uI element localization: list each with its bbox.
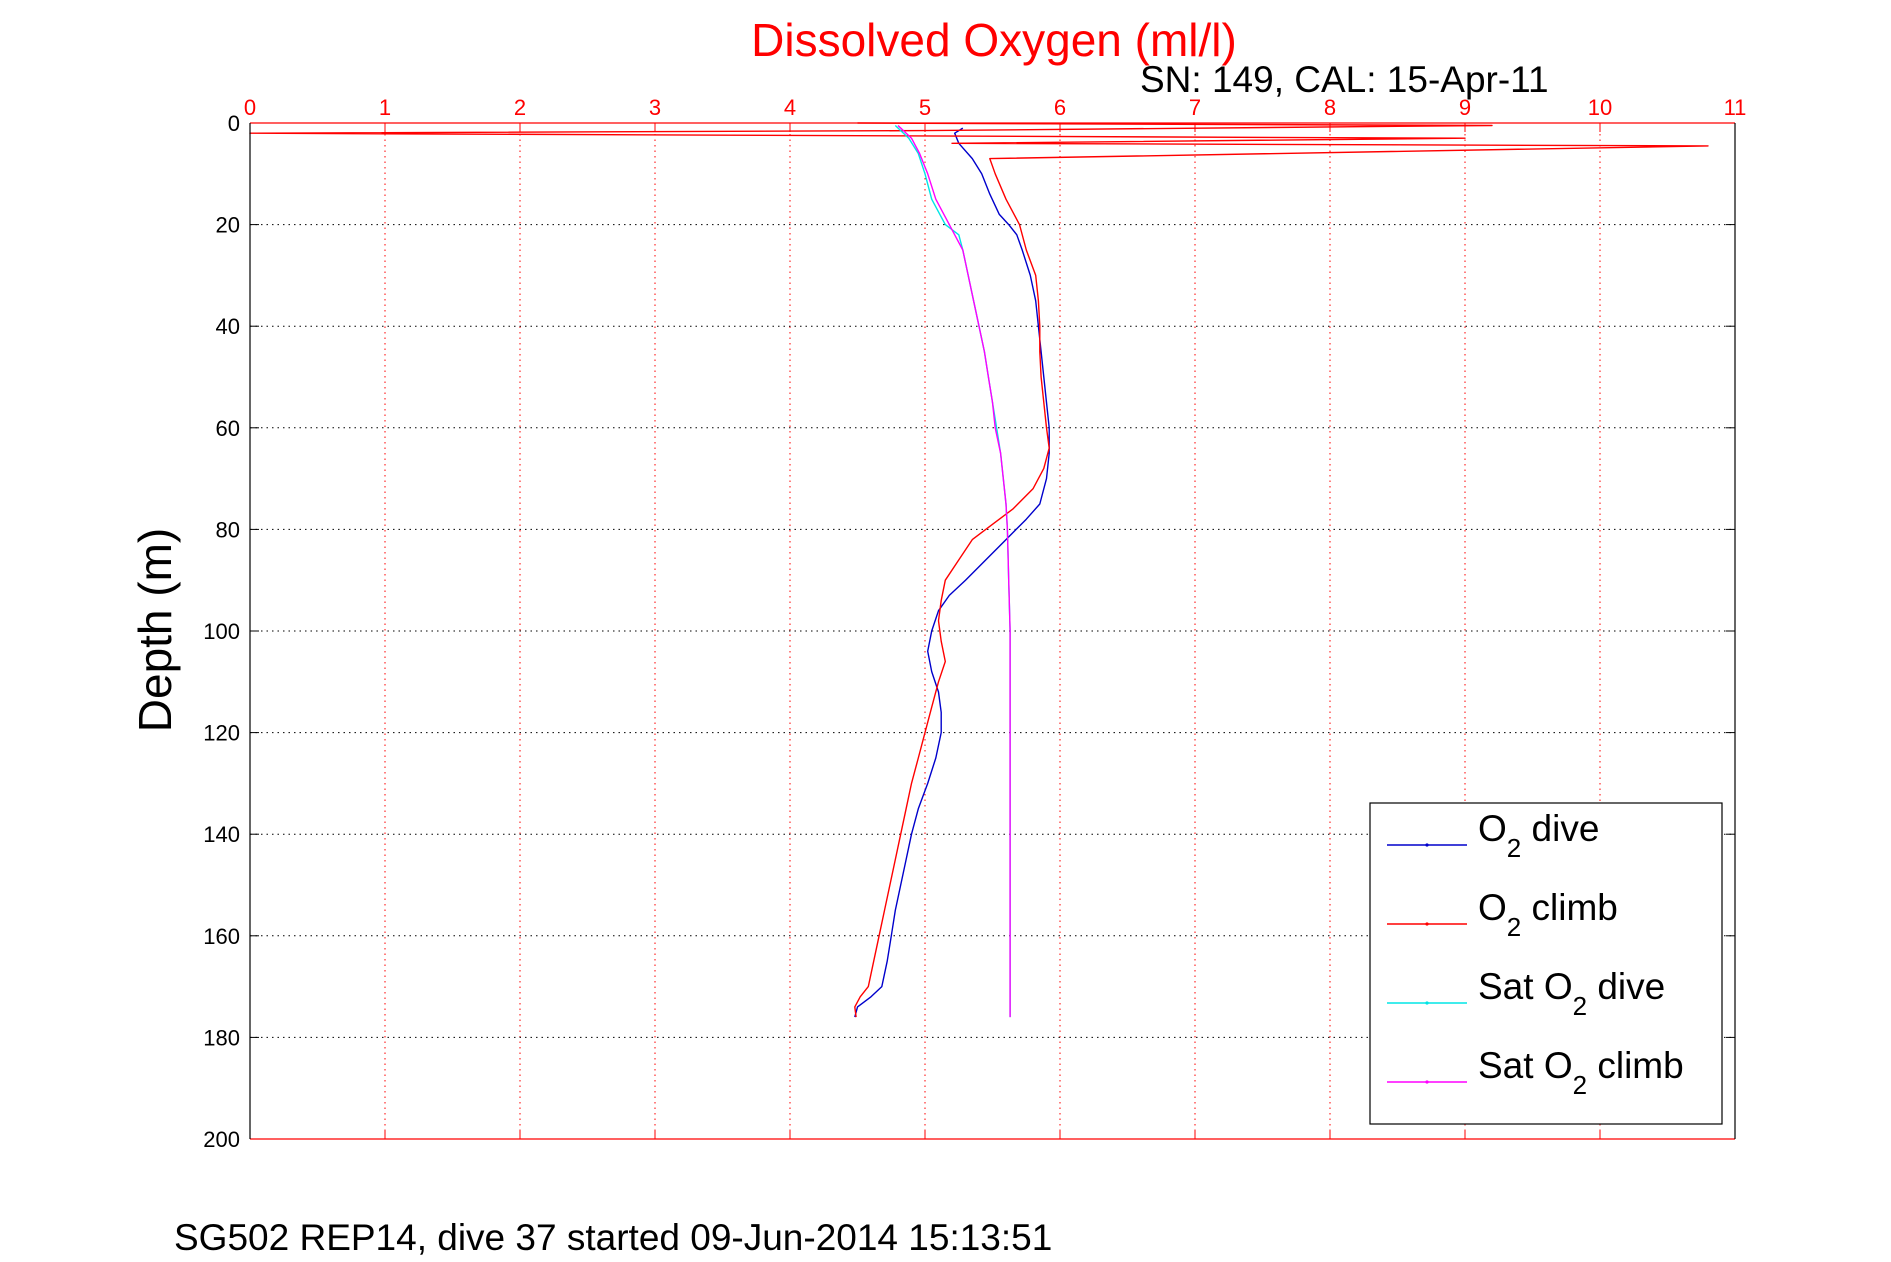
y-tick-label: 60 [216, 416, 240, 441]
x-tick-label: 7 [1189, 95, 1201, 120]
x-tick-label: 4 [784, 95, 796, 120]
legend-marker-3 [1425, 1001, 1429, 1005]
series-lines [249, 122, 1709, 1018]
legend-label-suffix: climb [1521, 887, 1618, 928]
legend-label-3: Sat O2 dive [1478, 966, 1665, 1021]
y-tick-label: 160 [203, 924, 240, 949]
x-tick-label: 2 [514, 95, 526, 120]
y-tick-label: 140 [203, 822, 240, 847]
legend-label-suffix: climb [1587, 1045, 1684, 1086]
x-tick-label: 9 [1459, 95, 1471, 120]
legend-label-suffix: dive [1521, 808, 1599, 849]
y-tick-label: 100 [203, 619, 240, 644]
x-tick-label: 6 [1054, 95, 1066, 120]
series-line-1 [854, 127, 1050, 1018]
legend-label-prefix: Sat O [1478, 1045, 1573, 1086]
chart-title: Dissolved Oxygen (ml/l) [751, 14, 1237, 66]
y-tick-label: 180 [203, 1025, 240, 1050]
legend-label-subscript: 2 [1573, 1070, 1587, 1100]
y-tick-label: 20 [216, 213, 240, 238]
x-tick-label: 5 [919, 95, 931, 120]
legend-box [1369, 802, 1723, 1125]
legend-label-subscript: 2 [1507, 833, 1521, 863]
legend-marker-2 [1425, 922, 1429, 926]
legend-label-subscript: 2 [1573, 991, 1587, 1021]
legend-label-prefix: O [1478, 887, 1507, 928]
legend-label-1: O2 dive [1478, 808, 1599, 863]
footer-caption: SG502 REP14, dive 37 started 09-Jun-2014… [174, 1217, 1052, 1258]
y-tick-label: 80 [216, 517, 240, 542]
x-tick-label: 8 [1324, 95, 1336, 120]
x-tick-label: 10 [1588, 95, 1612, 120]
y-axis-label: Depth (m) [129, 528, 181, 732]
series-line-2 [249, 122, 1709, 1018]
x-tick-label: 11 [1724, 95, 1747, 120]
legend-marker-1 [1425, 843, 1429, 847]
y-tick-label: 120 [203, 721, 240, 746]
legend-label-prefix: O [1478, 808, 1507, 849]
y-tick-label: 200 [203, 1127, 240, 1152]
x-tick-label: 1 [379, 95, 391, 120]
axes: 0 1 2 3 4 5 6 7 8 9 10 11 0 20 40 60 80 100 120 140 160 180 20… [203, 95, 1746, 1152]
y-tick-label: 0 [228, 111, 240, 136]
series-line-4 [897, 124, 1011, 1018]
chart-subtitle: SN: 149, CAL: 15-Apr-11 [1140, 59, 1549, 100]
x-tick-label: 0 [244, 95, 256, 120]
legend-label-2: O2 climb [1478, 887, 1618, 942]
legend-label-subscript: 2 [1507, 912, 1521, 942]
legend-label-4: Sat O2 climb [1478, 1045, 1684, 1100]
y-tick-label: 40 [216, 314, 240, 339]
x-tick-label: 3 [649, 95, 661, 120]
legend-marker-4 [1425, 1080, 1429, 1084]
legend-label-suffix: dive [1587, 966, 1665, 1007]
legend-label-prefix: Sat O [1478, 966, 1573, 1007]
